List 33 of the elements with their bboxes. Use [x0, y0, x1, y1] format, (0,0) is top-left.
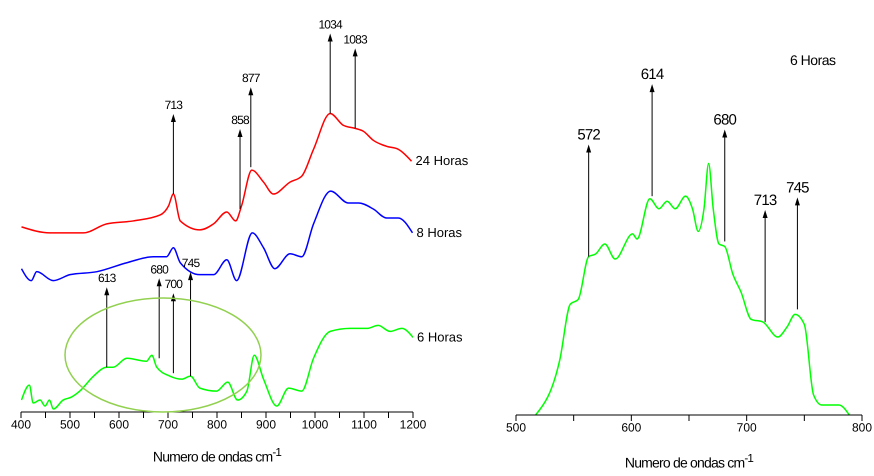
- annotation: 700: [164, 277, 184, 292]
- x-axis-title: Numero de ondas cm$^{-1}$: [152, 446, 282, 465]
- annotation: 1034: [318, 17, 344, 32]
- series-label: 8 Horas: [416, 224, 463, 240]
- annotation: 713: [164, 98, 184, 112]
- x-tick-label: 1100: [351, 418, 378, 432]
- x-tick-label: 800: [852, 420, 872, 435]
- x-tick-label: 600: [621, 420, 642, 435]
- x-tick-label: 500: [60, 418, 80, 432]
- x-tick-label: 1200: [400, 418, 427, 432]
- x-tick-label: 700: [158, 418, 178, 432]
- annotation: 713: [754, 192, 777, 209]
- series-label: 24 Horas: [416, 153, 469, 168]
- x-tick-label: 500: [506, 420, 526, 435]
- annotation: 680: [713, 111, 737, 128]
- x-tick-label: 400: [10, 418, 32, 432]
- x-tick-label: 800: [206, 418, 228, 432]
- annotation: 745: [182, 256, 200, 270]
- x-tick-label: 700: [736, 420, 757, 435]
- annotation: 613: [98, 271, 117, 286]
- annotation: 858: [231, 112, 250, 127]
- chart-title: 6 Horas: [790, 52, 836, 68]
- annotation: 614: [640, 66, 664, 84]
- x-axis-title: Numero de ondas cm$^{-1}$: [624, 452, 754, 471]
- annotation: 1083: [343, 32, 368, 46]
- annotation: 572: [577, 126, 600, 144]
- x-tick-label: 1000: [302, 418, 329, 432]
- annotation: 745: [786, 179, 810, 196]
- annotation: 877: [242, 71, 261, 86]
- x-tick-label: 600: [108, 418, 130, 432]
- series-label: 6 Horas: [417, 329, 464, 344]
- annotation: 680: [150, 262, 170, 276]
- x-tick-label: 900: [256, 418, 276, 432]
